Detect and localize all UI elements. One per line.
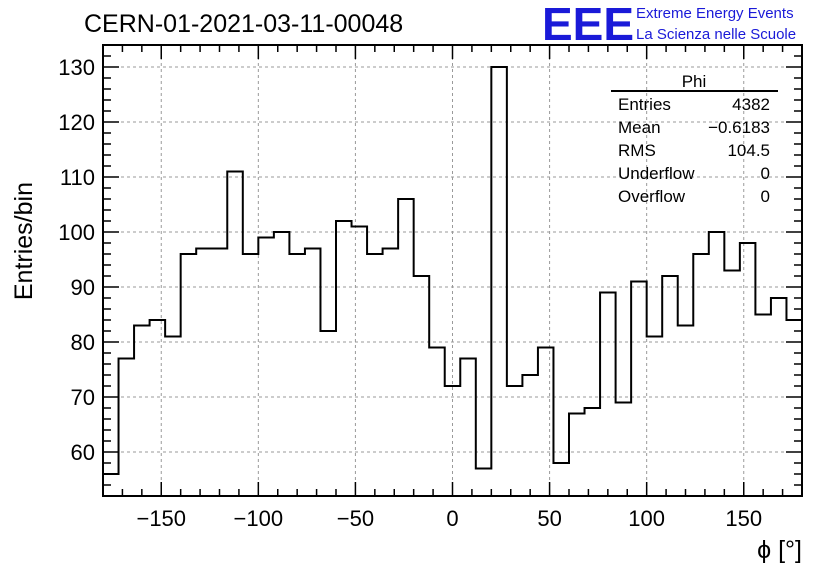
histogram-bin xyxy=(631,282,647,497)
histogram-bin xyxy=(460,359,476,497)
y-axis-label: Entries/bin xyxy=(10,182,38,300)
stats-row-label: Overflow xyxy=(618,187,686,206)
logo-line-2: La Scienza nelle Scuole xyxy=(636,26,796,43)
y-tick-labels: 60 70 80 90 100 110 120 130 xyxy=(58,55,95,465)
x-tick-label: 150 xyxy=(725,506,762,531)
x-axis-label: ϕ [°] xyxy=(757,536,802,564)
histogram-bin xyxy=(227,172,243,497)
histogram-bin xyxy=(569,414,585,497)
histogram-bin xyxy=(336,221,352,496)
stats-name: Phi xyxy=(682,72,707,91)
histogram-bin xyxy=(352,227,368,497)
histogram-bin xyxy=(150,320,166,496)
x-tick-labels: −150 −100 −50 0 50 100 150 xyxy=(136,506,762,531)
stats-row-value: 0 xyxy=(761,187,770,206)
x-tick-label: −100 xyxy=(234,506,284,531)
x-tick-label: 100 xyxy=(628,506,665,531)
y-tick-label: 120 xyxy=(58,110,95,135)
histogram-bin xyxy=(212,249,228,497)
histogram-bin xyxy=(678,326,694,497)
histogram-bin xyxy=(740,243,756,496)
grid xyxy=(103,45,802,496)
stats-row-value: 0 xyxy=(761,164,770,183)
histogram-bin xyxy=(181,254,197,496)
histogram-bin xyxy=(553,463,569,496)
histogram-bin xyxy=(771,298,787,496)
histogram-bin xyxy=(429,348,445,497)
y-tick-label: 110 xyxy=(60,165,95,190)
histogram-bin xyxy=(305,249,321,497)
histogram-bin xyxy=(196,249,212,497)
x-tick-label: 50 xyxy=(537,506,561,531)
histogram-bin xyxy=(289,254,305,496)
logo-mark: EEE xyxy=(542,0,634,50)
y-tick-label: 80 xyxy=(71,330,95,355)
y-tick-label: 90 xyxy=(71,275,95,300)
stats-row-label: Mean xyxy=(618,118,661,137)
histogram-bin xyxy=(243,254,259,496)
y-tick-label: 70 xyxy=(71,385,95,410)
histogram-bin xyxy=(538,348,554,497)
histogram-bin xyxy=(367,254,383,496)
histogram-bin xyxy=(258,238,274,497)
stats-row-label: RMS xyxy=(618,141,656,160)
axis-ticks xyxy=(103,44,802,496)
x-tick-label: −150 xyxy=(136,506,186,531)
y-tick-label: 60 xyxy=(71,440,95,465)
histogram-outline xyxy=(102,66,803,496)
stats-row-value: −0.6183 xyxy=(708,118,770,137)
histogram-bin xyxy=(134,326,150,497)
stats-rows: Entries 4382 Mean −0.6183 RMS 104.5 Underflow 0… xyxy=(618,95,770,206)
x-tick-label: 0 xyxy=(446,506,458,531)
histogram-bin xyxy=(398,199,414,496)
histogram-bin xyxy=(662,276,678,496)
stats-row-value: 104.5 xyxy=(727,141,770,160)
histogram-bin xyxy=(709,232,725,496)
logo-line-1: Extreme Energy Events xyxy=(636,5,794,22)
stats-row-value: 4382 xyxy=(732,95,770,114)
histogram-bin xyxy=(274,232,290,496)
histogram-bin xyxy=(119,359,135,497)
histogram-bin xyxy=(476,469,492,497)
stats-box: Phi Entries 4382 Mean −0.6183 RMS 104.5 Underf… xyxy=(611,72,778,206)
histogram-bin xyxy=(165,337,181,497)
histogram-bin xyxy=(320,331,336,496)
eee-logo: EEE Extreme Energy Events La Scienza nel… xyxy=(542,0,796,50)
stats-row-label: Entries xyxy=(618,95,671,114)
x-tick-label: −50 xyxy=(337,506,374,531)
histogram-bin xyxy=(616,403,632,497)
y-tick-label: 100 xyxy=(58,220,95,245)
histogram-bin xyxy=(693,254,709,496)
histogram-bin xyxy=(600,293,616,497)
histogram-bin xyxy=(383,249,399,497)
histogram-bin xyxy=(724,271,740,497)
histogram-bin xyxy=(647,337,663,497)
histogram-bin xyxy=(522,375,538,496)
y-tick-label: 130 xyxy=(58,55,95,80)
stats-row-label: Underflow xyxy=(618,164,695,183)
histogram-bin xyxy=(414,276,430,496)
histogram-bin xyxy=(491,67,507,496)
chart-title: CERN-01-2021-03-11-00048 xyxy=(84,10,403,38)
histogram-bin xyxy=(507,386,523,496)
